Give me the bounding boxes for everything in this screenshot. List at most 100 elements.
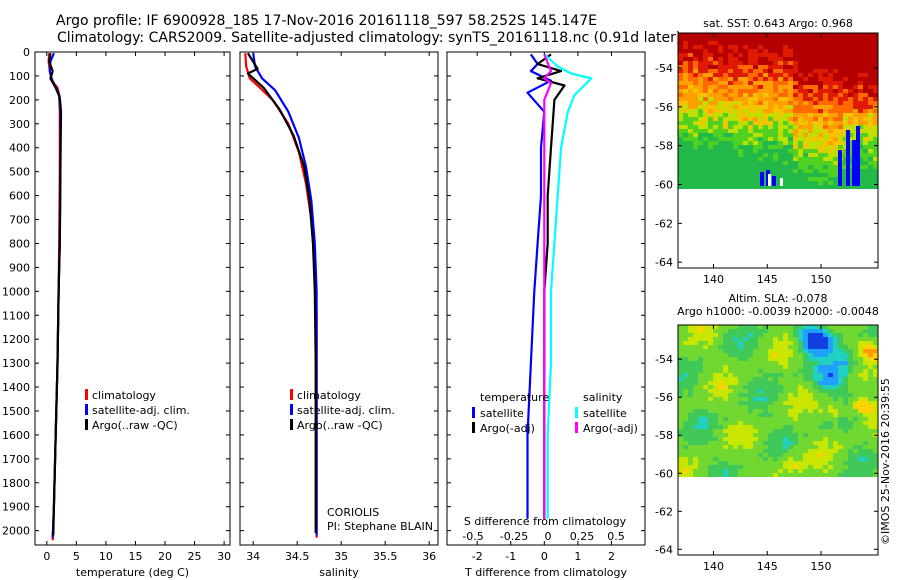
sla-cell (853, 361, 858, 365)
sla-cell (863, 345, 868, 349)
sla-cell (778, 329, 783, 333)
sst-cell (718, 53, 723, 57)
sst-cell (693, 165, 698, 169)
sla-cell (728, 397, 733, 401)
sla-cell (793, 397, 798, 401)
sst-cell (718, 49, 723, 53)
sst-cell (718, 121, 723, 125)
sst-cell (858, 61, 863, 65)
sst-cell (763, 49, 768, 53)
sst-cell (703, 113, 708, 117)
sst-cell (728, 165, 733, 169)
sst-cell (758, 149, 763, 153)
sst-cell (778, 153, 783, 157)
sst-cell (868, 37, 873, 41)
sst-cell (848, 85, 853, 89)
sla-cell (828, 329, 833, 333)
sla-cell (808, 341, 813, 345)
sst-cell (858, 161, 863, 165)
sla-cell (873, 453, 878, 457)
sst-cell (783, 37, 788, 41)
sst-cell (803, 53, 808, 57)
sst-cell (783, 157, 788, 161)
sla-cell (853, 417, 858, 421)
sst-cell (738, 65, 743, 69)
sst-cell (788, 113, 793, 117)
sla-cell (823, 461, 828, 465)
sst-cell (838, 85, 843, 89)
sla-cell (828, 473, 833, 477)
sst-cell (738, 125, 743, 129)
sst-cell (853, 65, 858, 69)
sst-cell (678, 133, 683, 137)
sst-cell (803, 33, 808, 37)
sla-cell (868, 377, 873, 381)
sla-cell (693, 349, 698, 353)
sla-cell (748, 369, 753, 373)
sst-cell (738, 129, 743, 133)
sla-cell (863, 437, 868, 441)
sla-cell (838, 325, 843, 329)
sst-cell (773, 141, 778, 145)
sst-cell (698, 81, 703, 85)
sst-cell (698, 125, 703, 129)
sla-cell (703, 373, 708, 377)
sst-cell (718, 89, 723, 93)
sst-cell (723, 157, 728, 161)
sst-cell (733, 169, 738, 173)
sla-cell (713, 421, 718, 425)
sla-cell (848, 457, 853, 461)
sst-cell (748, 121, 753, 125)
sla-cell (703, 401, 708, 405)
sst-cell (678, 157, 683, 161)
sla-cell (698, 445, 703, 449)
sla-cell (708, 385, 713, 389)
sst-cell (768, 61, 773, 65)
sla-cell (768, 457, 773, 461)
sla-cell (718, 349, 723, 353)
sla-cell (758, 417, 763, 421)
sla-cell (828, 445, 833, 449)
sst-cell (688, 45, 693, 49)
sla-cell (698, 473, 703, 477)
sst-cell (863, 125, 868, 129)
sst-cell (683, 157, 688, 161)
sla-cell (708, 421, 713, 425)
sst-cell (768, 53, 773, 57)
sla-cell (813, 389, 818, 393)
sla-cell (848, 365, 853, 369)
sla-cell (723, 349, 728, 353)
sla-cell (838, 345, 843, 349)
sst-cell (793, 117, 798, 121)
sla-cell (833, 405, 838, 409)
sst-cell (783, 181, 788, 185)
sla-cell (768, 345, 773, 349)
sst-cell (758, 33, 763, 37)
sst-cell (833, 61, 838, 65)
sla-cell (703, 365, 708, 369)
sla-cell (808, 441, 813, 445)
sst-cell (873, 129, 878, 133)
sla-cell (768, 405, 773, 409)
sla-cell (818, 465, 823, 469)
sst-cell (838, 109, 843, 113)
sla-cell (853, 437, 858, 441)
sst-cell (868, 53, 873, 57)
sla-cell (738, 429, 743, 433)
sla-cell (813, 369, 818, 373)
sst-cell (693, 185, 698, 189)
sla-cell (748, 461, 753, 465)
sla-cell (808, 425, 813, 429)
sla-cell (868, 345, 873, 349)
sst-cell (868, 153, 873, 157)
sla-cell (848, 441, 853, 445)
legend-swatch (85, 404, 88, 415)
sst-cell (858, 33, 863, 37)
sst-cell (723, 109, 728, 113)
sst-cell (718, 85, 723, 89)
sst-cell (728, 53, 733, 57)
sst-cell (843, 89, 848, 93)
sla-cell (803, 433, 808, 437)
sst-cell (843, 153, 848, 157)
sla-cell (738, 365, 743, 369)
